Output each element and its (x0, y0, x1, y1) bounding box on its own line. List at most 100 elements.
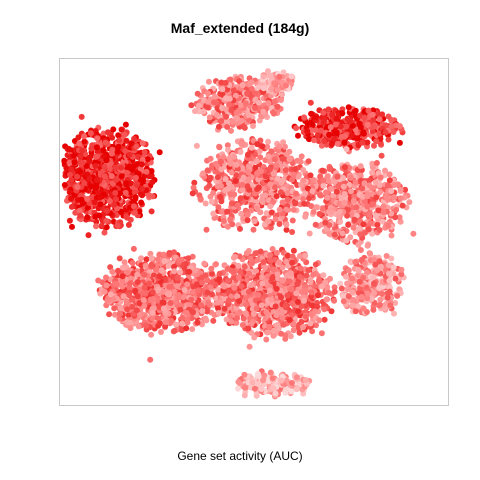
scatter-point (129, 260, 136, 266)
scatter-point (284, 252, 291, 259)
scatter-point (223, 106, 230, 113)
scatter-point (160, 305, 167, 312)
scatter-point (241, 263, 248, 270)
scatter-point (316, 211, 323, 217)
scatter-point (156, 320, 163, 327)
scatter-point (304, 128, 311, 135)
scatter-point (210, 190, 217, 197)
scatter-point (232, 253, 239, 260)
scatter-point (326, 230, 333, 237)
scatter-point (231, 153, 238, 160)
scatter-point (282, 167, 289, 173)
scatter-point (268, 209, 275, 216)
scatter-point (127, 325, 134, 332)
scatter-point (131, 189, 138, 196)
scatter-point (104, 208, 110, 214)
scatter-point (103, 274, 109, 281)
scatter-point (148, 331, 155, 338)
scatter-point (254, 205, 261, 212)
scatter-point (276, 73, 283, 80)
scatter-point (371, 257, 378, 263)
scatter-point (265, 138, 272, 145)
scatter-point (345, 104, 352, 111)
scatter-point (354, 135, 361, 142)
scatter-point (156, 149, 163, 156)
scatter-point (330, 192, 337, 199)
scatter-point (67, 171, 73, 178)
scatter-point (331, 284, 338, 291)
scatter-point (262, 293, 269, 299)
scatter-point (255, 381, 262, 388)
scatter-point (132, 287, 139, 294)
scatter-point (220, 154, 227, 161)
scatter-point (162, 277, 169, 283)
scatter-point (410, 230, 417, 237)
scatter-point (369, 169, 375, 176)
scatter-point (302, 283, 309, 290)
scatter-point (177, 306, 184, 313)
scatter-point (393, 206, 400, 213)
scatter-point (261, 372, 268, 379)
scatter-point (323, 296, 330, 303)
scatter-point (269, 275, 276, 282)
scatter-point (365, 107, 372, 114)
scatter-point (130, 203, 137, 210)
scatter-point (76, 140, 83, 147)
scatter-point (369, 160, 376, 167)
scatter-point (68, 195, 75, 202)
scatter-point (359, 193, 366, 200)
scatter-point (323, 189, 329, 196)
scatter-point (383, 253, 390, 259)
scatter-point (349, 302, 356, 309)
scatter-point (216, 123, 222, 130)
scatter-point (148, 208, 155, 215)
scatter-point (149, 315, 156, 322)
scatter-point (297, 253, 303, 259)
scatter-point (347, 174, 354, 181)
scatter-point (248, 85, 255, 92)
scatter-point (273, 162, 280, 169)
scatter-point (148, 255, 155, 262)
scatter-point (225, 288, 232, 295)
scatter-point (143, 256, 150, 263)
scatter-point (221, 283, 228, 290)
scatter-point (397, 186, 404, 193)
scatter-point (341, 139, 348, 146)
scatter-point (248, 282, 255, 288)
scatter-point (394, 292, 401, 299)
scatter-point (77, 153, 84, 160)
scatter-point (207, 174, 214, 181)
scatter-point (382, 167, 388, 174)
scatter-point (396, 139, 403, 146)
scatter-point (113, 196, 119, 203)
scatter-point (122, 148, 129, 155)
scatter-point (165, 263, 172, 269)
scatter-point (206, 114, 213, 121)
scatter-point (198, 302, 205, 309)
scatter-point (255, 184, 262, 191)
scatter-point (239, 322, 246, 328)
scatter-point (95, 277, 102, 284)
scatter-point (351, 108, 358, 115)
scatter-point (352, 258, 359, 265)
scatter-point (302, 252, 309, 259)
scatter-point (385, 222, 392, 229)
scatter-point (227, 76, 234, 83)
scatter-point (213, 261, 219, 268)
scatter-point (298, 181, 304, 188)
scatter-point (256, 148, 263, 155)
scatter-point (147, 356, 154, 363)
scatter-point (88, 183, 94, 190)
scatter-point (139, 185, 146, 192)
scatter-point (317, 192, 324, 199)
scatter-point (267, 369, 274, 376)
scatter-point (132, 174, 139, 181)
scatter-point (117, 310, 124, 317)
scatter-point (208, 198, 215, 205)
scatter-point (254, 257, 261, 264)
scatter-point (216, 270, 223, 277)
scatter-point (284, 190, 291, 197)
scatter-point (352, 308, 359, 315)
scatter-point (171, 249, 177, 256)
scatter-point (148, 168, 155, 175)
